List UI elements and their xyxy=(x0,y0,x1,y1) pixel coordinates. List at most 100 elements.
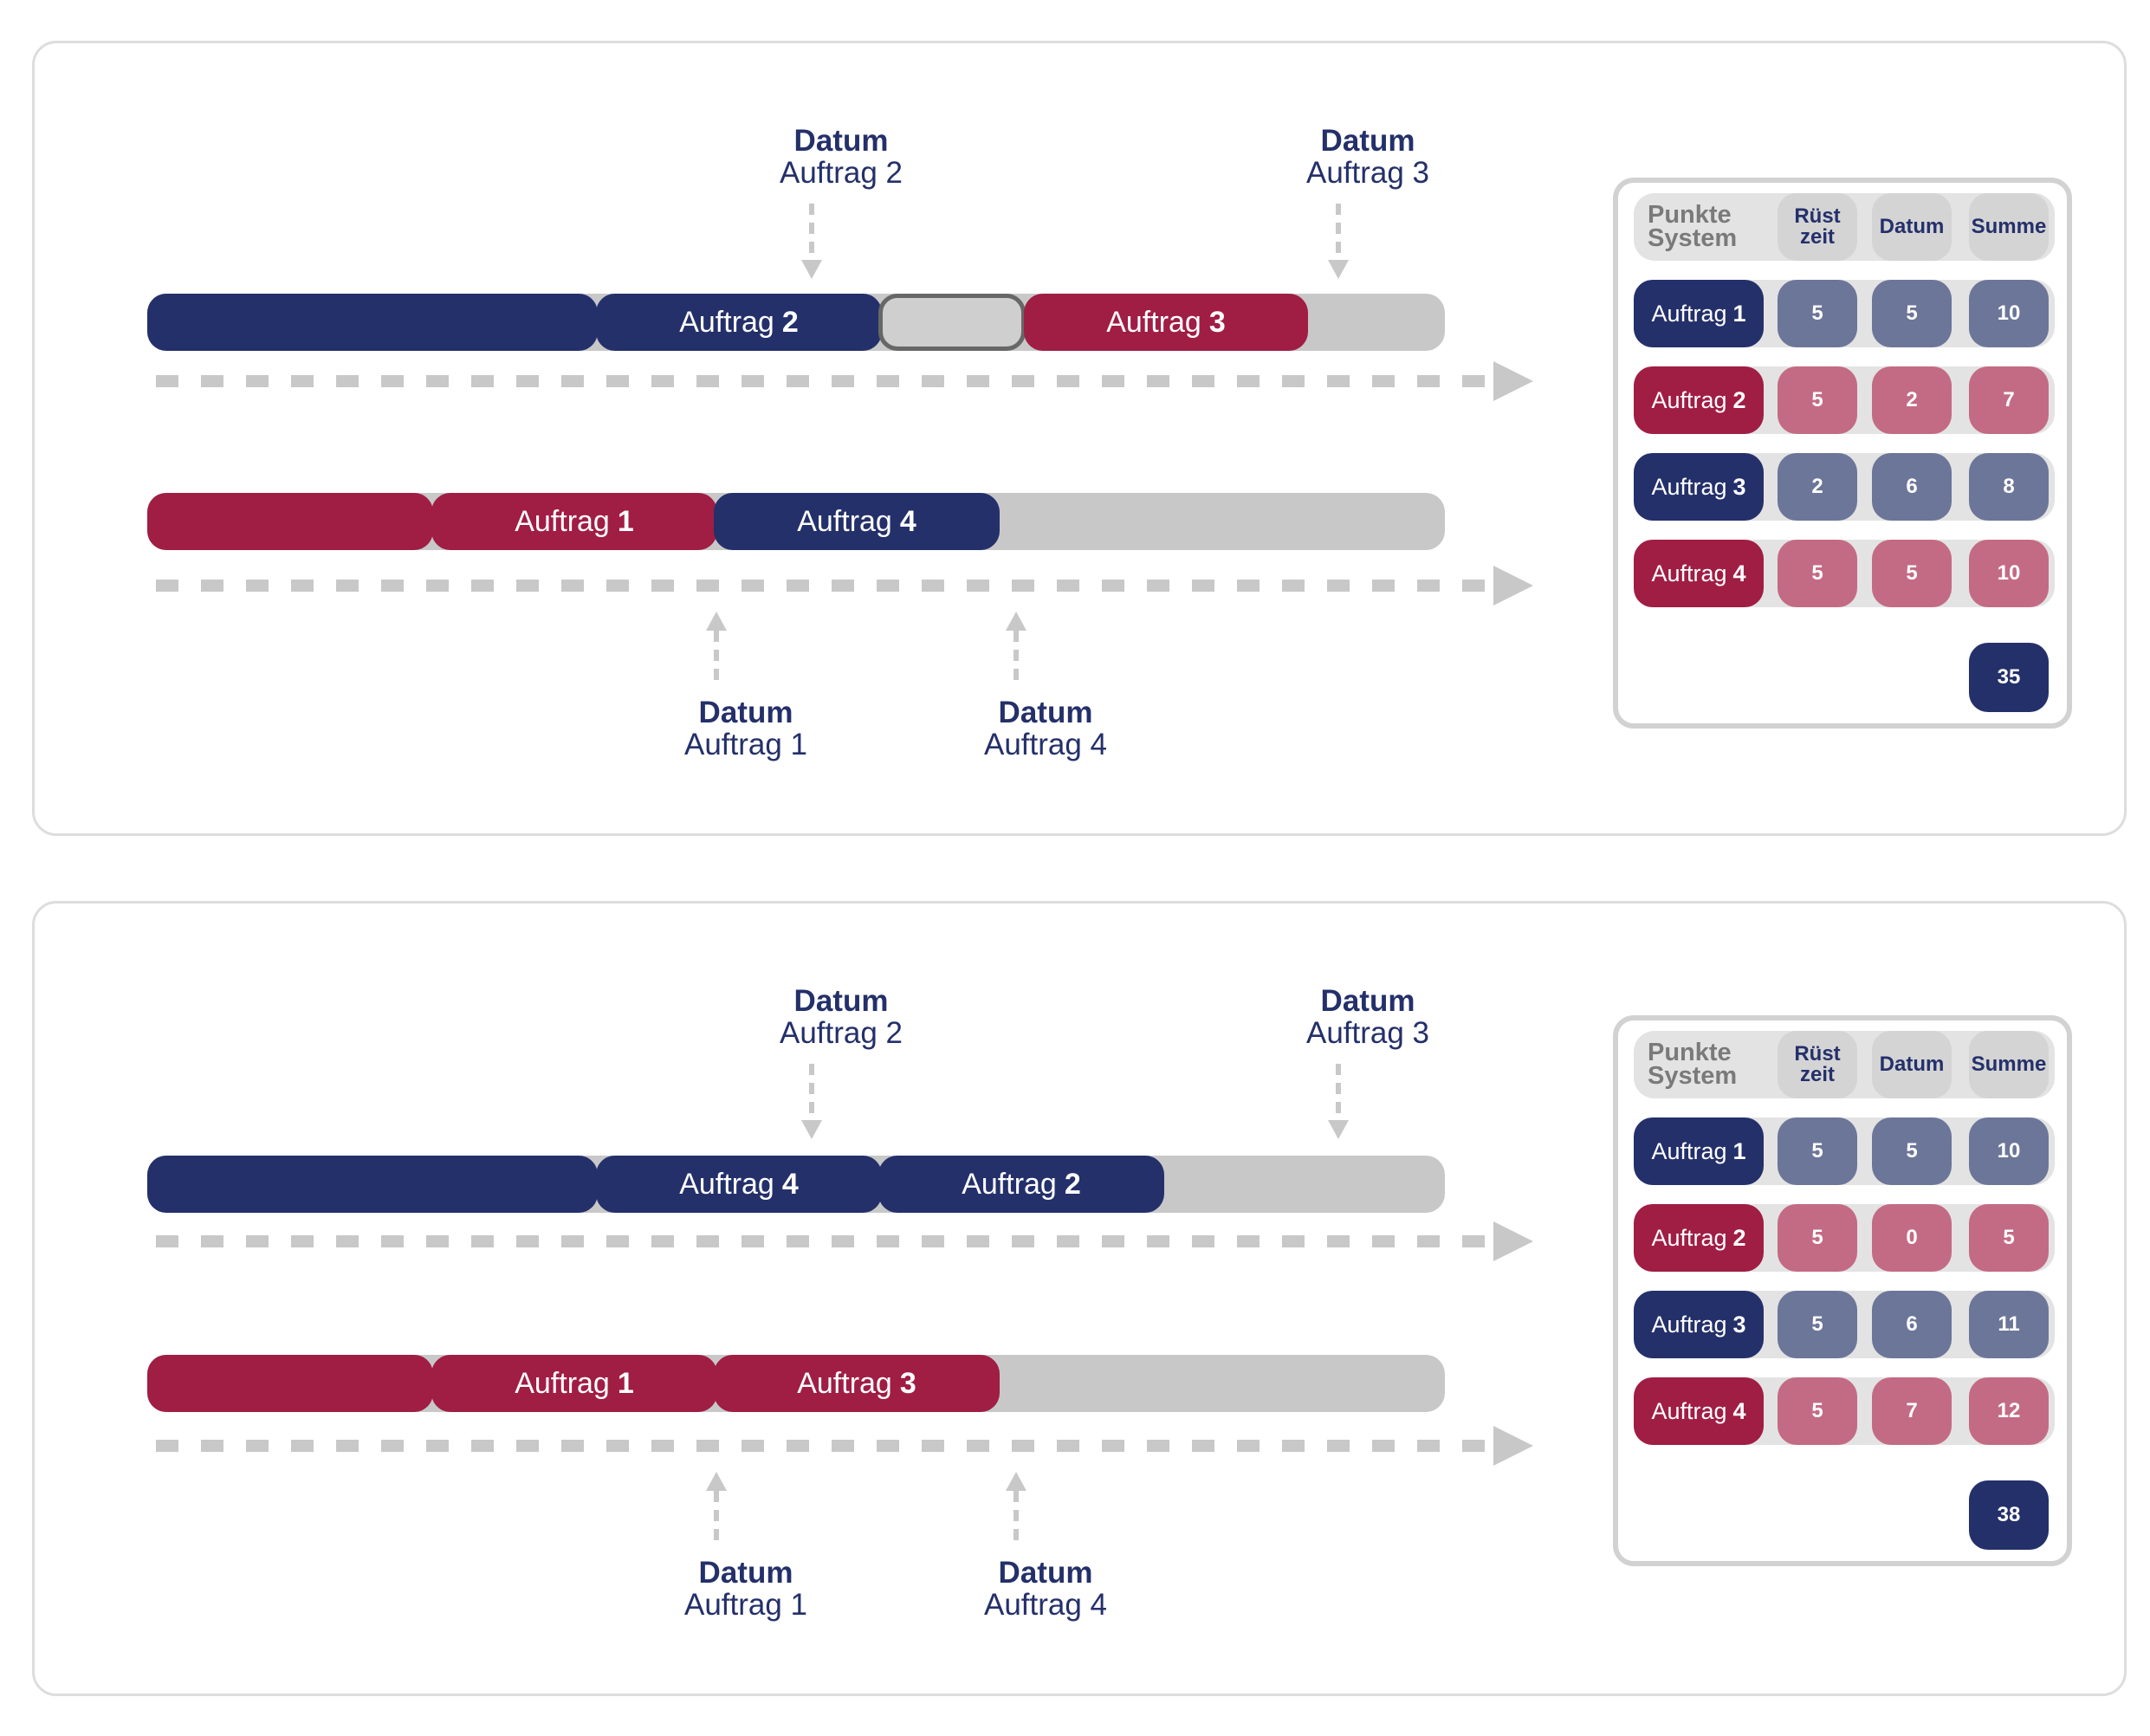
deadline-up-arrow-icon xyxy=(1006,1472,1026,1548)
order-name: Auftrag 2 xyxy=(1634,1204,1764,1272)
callout-title: Datum xyxy=(998,696,1093,729)
bar-segment xyxy=(147,493,433,550)
ruestzeit-points: 5 xyxy=(1778,280,1857,347)
order-name: Auftrag 3 xyxy=(1634,453,1764,521)
datum-points: 5 xyxy=(1872,280,1952,347)
arrow-right-icon xyxy=(1493,566,1533,606)
datum-points: 6 xyxy=(1872,1291,1952,1358)
bar-segment-auftrag-2: Auftrag 2 xyxy=(596,294,882,351)
sum-points: 10 xyxy=(1969,1117,2049,1185)
segment-label: Auftrag xyxy=(797,504,892,538)
machine-line-2: Auftrag 1 Auftrag 3 xyxy=(147,1355,1445,1412)
segment-label: Auftrag xyxy=(1106,305,1201,339)
time-axis-arrow xyxy=(156,361,1533,401)
deadline-down-arrow-icon xyxy=(801,204,822,279)
segment-number: 1 xyxy=(617,1366,634,1400)
callout-bottom-a: Datum Auftrag 1 xyxy=(590,1556,902,1622)
sum-points: 10 xyxy=(1969,280,2049,347)
deadline-down-arrow-icon xyxy=(801,1064,822,1139)
ruestzeit-points: 5 xyxy=(1778,1117,1857,1185)
bar-segment-auftrag-4: Auftrag 4 xyxy=(596,1156,882,1213)
deadline-up-arrow-icon xyxy=(1006,612,1026,688)
total-score: 38 xyxy=(1969,1480,2049,1550)
callout-title: Datum xyxy=(1320,984,1415,1018)
segment-number: 3 xyxy=(899,1366,916,1400)
bar-segment-auftrag-3: Auftrag 3 xyxy=(1024,294,1308,351)
arrow-right-icon xyxy=(1493,1221,1533,1261)
order-name: Auftrag 1 xyxy=(1634,280,1764,347)
callout-bottom-a: Datum Auftrag 1 xyxy=(590,696,902,761)
bar-segment-auftrag-2: Auftrag 2 xyxy=(878,1156,1164,1213)
datum-points: 2 xyxy=(1872,366,1952,434)
table-row: Auftrag 4 5 7 12 xyxy=(1634,1377,2055,1445)
callout-title: Datum xyxy=(998,1556,1093,1590)
callout-title: Datum xyxy=(793,984,889,1018)
callout-subtitle: Auftrag 4 xyxy=(983,1587,1108,1622)
sum-points: 7 xyxy=(1969,366,2049,434)
order-name: Auftrag 3 xyxy=(1634,1291,1764,1358)
machine-line-1: Auftrag 4 Auftrag 2 xyxy=(147,1156,1445,1213)
arrow-right-icon xyxy=(1493,361,1533,401)
points-table: Punkte System Rüst zeit Datum Summe Auftra… xyxy=(1613,1015,2072,1566)
bar-segment-auftrag-1: Auftrag 1 xyxy=(431,1355,717,1412)
callout-subtitle: Auftrag 1 xyxy=(683,727,808,761)
ruestzeit-points: 5 xyxy=(1778,366,1857,434)
segment-label: Auftrag xyxy=(515,504,610,538)
segment-number: 2 xyxy=(781,305,799,339)
segment-number: 3 xyxy=(1208,305,1226,339)
segment-label: Auftrag xyxy=(679,305,774,339)
header-summe: Summe xyxy=(1969,1031,2049,1098)
deadline-down-arrow-icon xyxy=(1328,204,1349,279)
bar-segment xyxy=(147,1156,598,1213)
segment-number: 4 xyxy=(781,1167,799,1201)
table-row: Auftrag 3 2 6 8 xyxy=(1634,453,2055,521)
sum-points: 10 xyxy=(1969,540,2049,607)
points-table-header: Punkte System Rüst zeit Datum Summe xyxy=(1634,193,2055,261)
ruestzeit-points: 5 xyxy=(1778,1377,1857,1445)
table-row: Auftrag 1 5 5 10 xyxy=(1634,1117,2055,1185)
callout-top-a: Datum Auftrag 2 xyxy=(685,124,997,190)
time-axis-arrow xyxy=(156,566,1533,606)
sum-points: 11 xyxy=(1969,1291,2049,1358)
header-datum: Datum xyxy=(1872,1031,1952,1098)
header-label: Punkte System xyxy=(1648,1039,1738,1090)
table-row: Auftrag 3 5 6 11 xyxy=(1634,1291,2055,1358)
callout-subtitle: Auftrag 2 xyxy=(779,1015,903,1050)
callout-title: Datum xyxy=(698,696,793,729)
header-datum: Datum xyxy=(1872,193,1952,261)
bar-segment xyxy=(147,1355,433,1412)
segment-label: Auftrag xyxy=(797,1366,892,1400)
time-axis-arrow xyxy=(156,1221,1533,1261)
sum-points: 5 xyxy=(1969,1204,2049,1272)
order-name: Auftrag 1 xyxy=(1634,1117,1764,1185)
callout-subtitle: Auftrag 1 xyxy=(683,1587,808,1622)
header-ruestzeit: Rüst zeit xyxy=(1778,193,1857,261)
header-ruestzeit: Rüst zeit xyxy=(1778,1031,1857,1098)
segment-number: 1 xyxy=(617,504,634,538)
ruestzeit-points: 2 xyxy=(1778,453,1857,521)
ruestzeit-points: 5 xyxy=(1778,1291,1857,1358)
total-score: 35 xyxy=(1969,643,2049,712)
callout-title: Datum xyxy=(1320,124,1415,158)
callout-top-a: Datum Auftrag 2 xyxy=(685,984,997,1050)
ruestzeit-points: 5 xyxy=(1778,540,1857,607)
segment-label: Auftrag xyxy=(962,1167,1057,1201)
callout-subtitle: Auftrag 4 xyxy=(983,727,1108,761)
callout-top-b: Datum Auftrag 3 xyxy=(1212,124,1524,190)
callout-subtitle: Auftrag 3 xyxy=(1305,1015,1430,1050)
callout-title: Datum xyxy=(698,1556,793,1590)
callout-bottom-b: Datum Auftrag 4 xyxy=(890,696,1201,761)
deadline-down-arrow-icon xyxy=(1328,1064,1349,1139)
callout-subtitle: Auftrag 3 xyxy=(1305,155,1430,190)
deadline-up-arrow-icon xyxy=(706,612,727,688)
table-row: Auftrag 2 5 2 7 xyxy=(1634,366,2055,434)
datum-points: 0 xyxy=(1872,1204,1952,1272)
datum-points: 5 xyxy=(1872,540,1952,607)
segment-number: 4 xyxy=(899,504,916,538)
table-row: Auftrag 4 5 5 10 xyxy=(1634,540,2055,607)
callout-title: Datum xyxy=(793,124,889,158)
ruestzeit-points: 5 xyxy=(1778,1204,1857,1272)
deadline-up-arrow-icon xyxy=(706,1472,727,1548)
bar-segment-auftrag-1: Auftrag 1 xyxy=(431,493,717,550)
bar-segment-auftrag-3: Auftrag 3 xyxy=(714,1355,1000,1412)
